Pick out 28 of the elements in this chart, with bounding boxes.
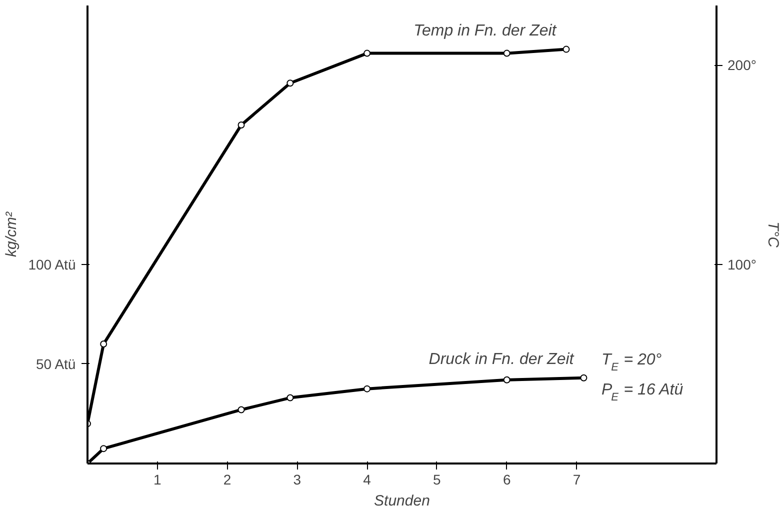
point: [364, 385, 371, 392]
point: [238, 406, 245, 414]
series-label: Temp in Fn. der Zeit: [414, 22, 557, 40]
point: [100, 445, 108, 452]
y2-tick-label: 100°: [728, 256, 756, 272]
y-tick-label: 100 Atü: [28, 256, 76, 272]
point: [364, 50, 371, 57]
y2-axis-title: T°C: [764, 222, 782, 248]
x-tick-label: 7: [572, 472, 581, 488]
point: [286, 394, 294, 402]
point: [286, 80, 294, 87]
x-tick-label: 6: [502, 472, 511, 488]
point: [580, 374, 588, 382]
x-tick-label: 4: [363, 472, 372, 488]
point: [503, 50, 510, 57]
point: [238, 121, 245, 128]
point: [562, 46, 570, 53]
x-tick-label: 1: [153, 472, 162, 488]
point: [100, 340, 108, 348]
y2-tick-label: 200°: [728, 57, 756, 74]
point: [503, 376, 510, 384]
series-label: Druck in Fn. der Zeit: [428, 350, 574, 368]
x-tick-label: 5: [433, 472, 442, 488]
x-tick-label: 3: [293, 472, 302, 488]
x-axis-title: Stunden: [374, 492, 430, 510]
y-axis-title: kg/cm²: [3, 210, 20, 257]
x-tick-label: 2: [223, 472, 232, 488]
y-tick-label: 50 Atü: [36, 356, 76, 372]
